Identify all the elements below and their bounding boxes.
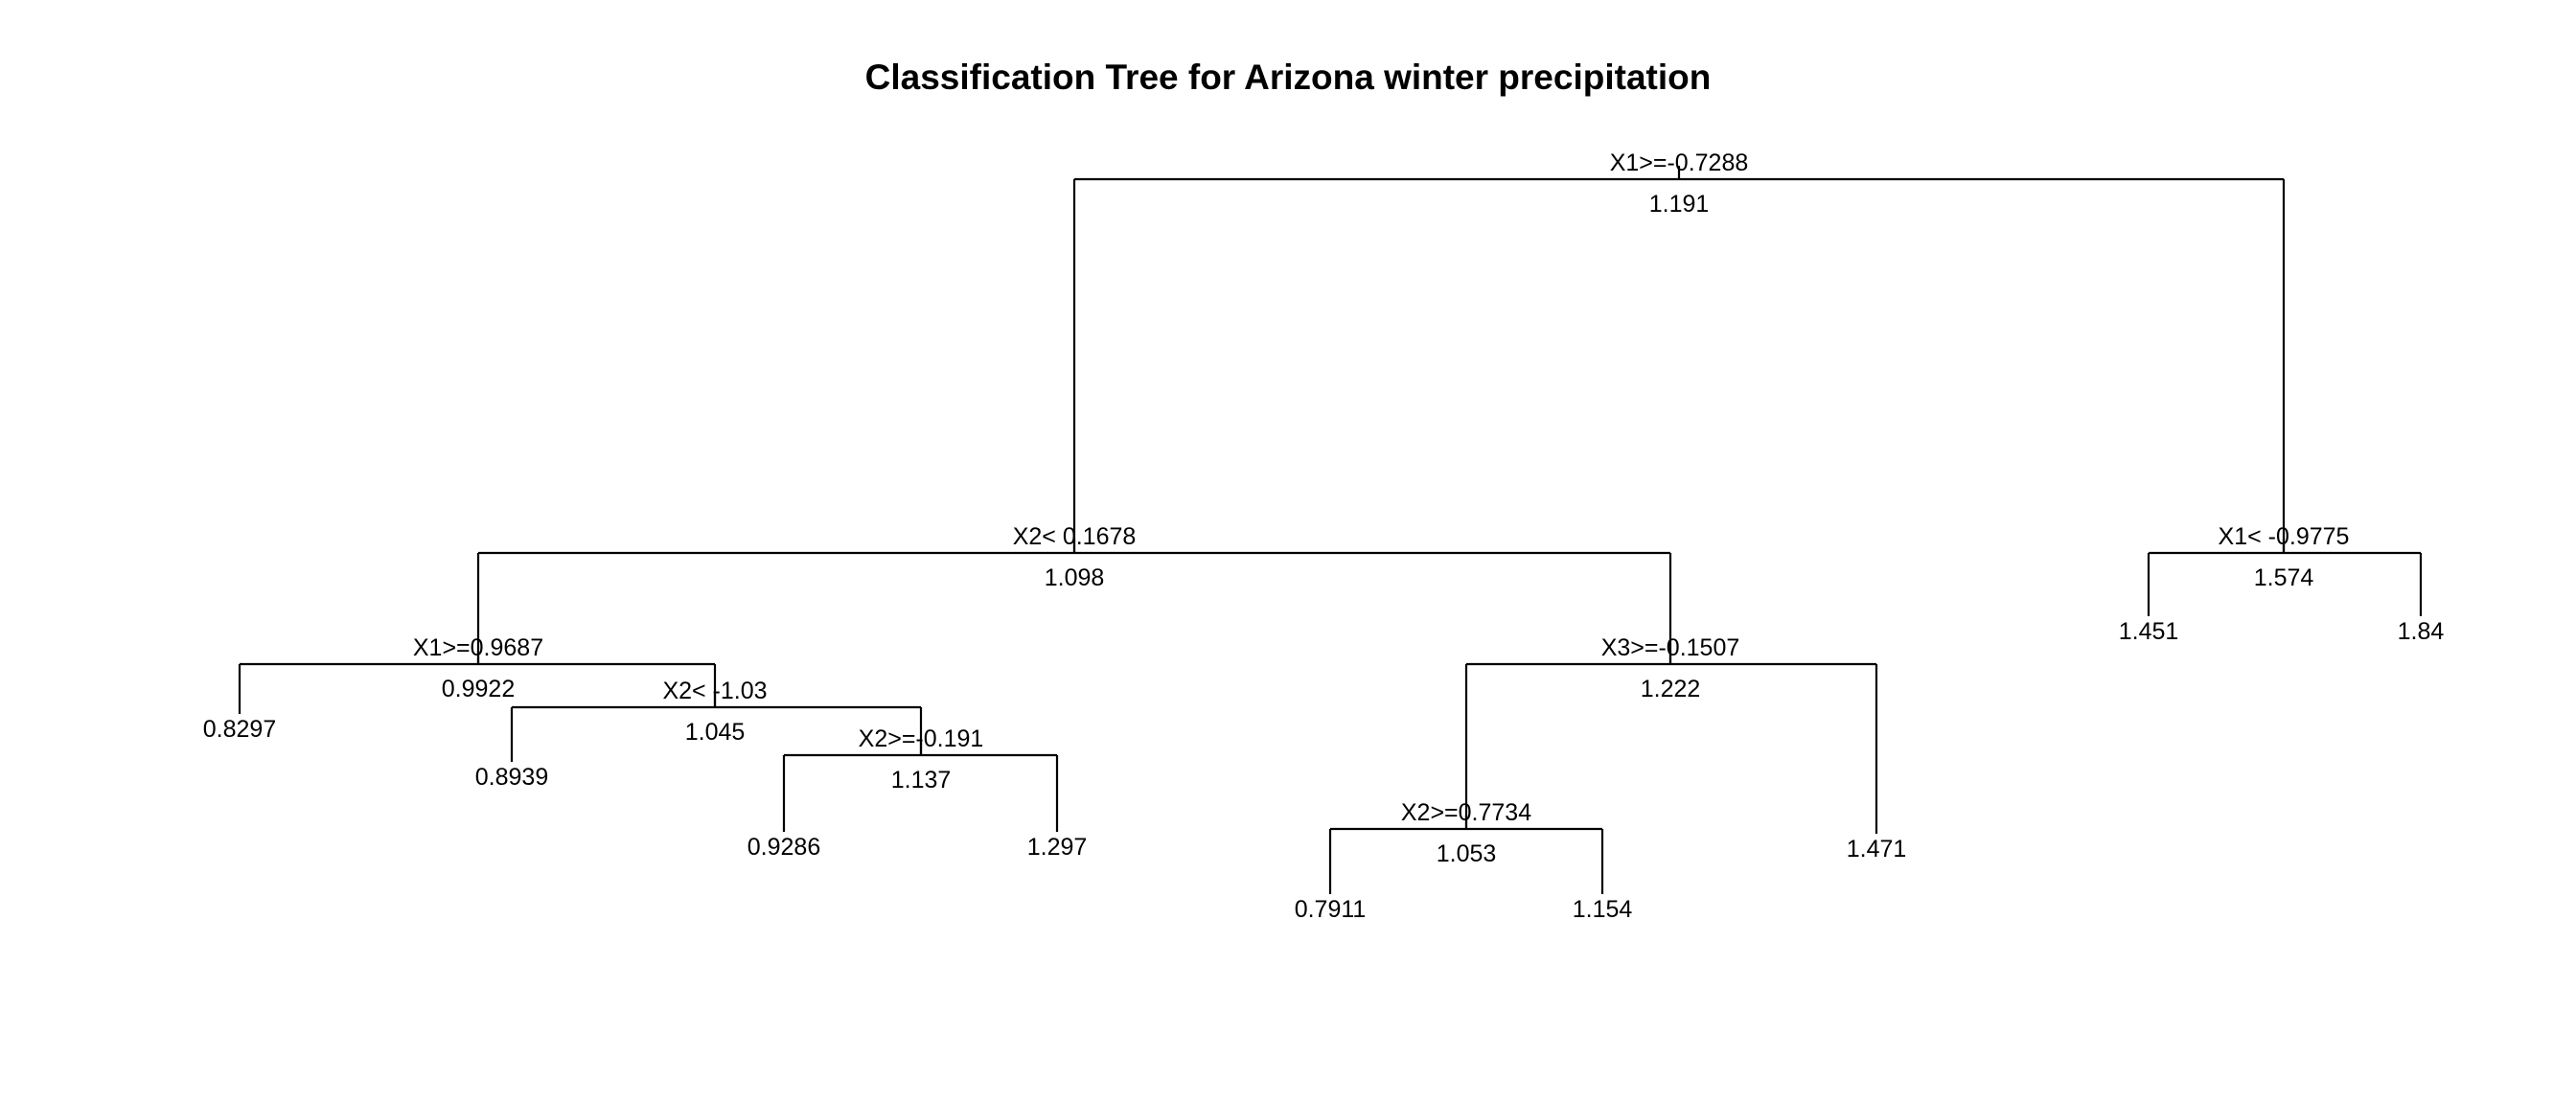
node-value-label: 1.053 xyxy=(1437,840,1497,867)
leaf-value-label: 0.8939 xyxy=(475,764,548,791)
split-label: X2>=-0.191 xyxy=(859,725,984,752)
leaf-value-label: 1.471 xyxy=(1847,836,1907,862)
leaf-value-label: 0.7911 xyxy=(1295,896,1367,923)
node-value-label: 1.574 xyxy=(2254,564,2314,591)
split-label: X1>=-0.7288 xyxy=(1610,150,1749,176)
split-label: X2>=0.7734 xyxy=(1401,799,1531,826)
leaf-value-label: 1.451 xyxy=(2119,618,2179,645)
leaf-value-label: 1.154 xyxy=(1573,896,1633,923)
split-label: X2< -1.03 xyxy=(662,678,767,704)
split-label: X2< 0.1678 xyxy=(1013,523,1137,550)
node-value-label: 1.137 xyxy=(891,767,952,794)
split-label: X1>=0.9687 xyxy=(413,634,543,661)
node-value-label: 1.045 xyxy=(685,719,746,746)
leaf-value-label: 0.9286 xyxy=(748,834,820,861)
node-value-label: 1.222 xyxy=(1641,676,1701,702)
tree-edges xyxy=(238,166,2423,894)
tree-labels: X1>=-0.7288 1.191 X2< 0.1678 1.098 X1>=0.968… xyxy=(203,150,2445,923)
leaf-value-label: 1.84 xyxy=(2398,618,2445,645)
node-value-label: 1.191 xyxy=(1649,191,1710,218)
split-label: X3>=-0.1507 xyxy=(1601,634,1740,661)
node-value-label: 1.098 xyxy=(1045,564,1105,591)
split-label: X1< -0.9775 xyxy=(2219,523,2350,550)
leaf-value-label: 0.8297 xyxy=(203,716,276,743)
leaf-value-label: 1.297 xyxy=(1027,834,1088,861)
node-value-label: 0.9922 xyxy=(442,676,515,702)
chart-title: Classification Tree for Arizona winter p… xyxy=(865,58,1712,97)
